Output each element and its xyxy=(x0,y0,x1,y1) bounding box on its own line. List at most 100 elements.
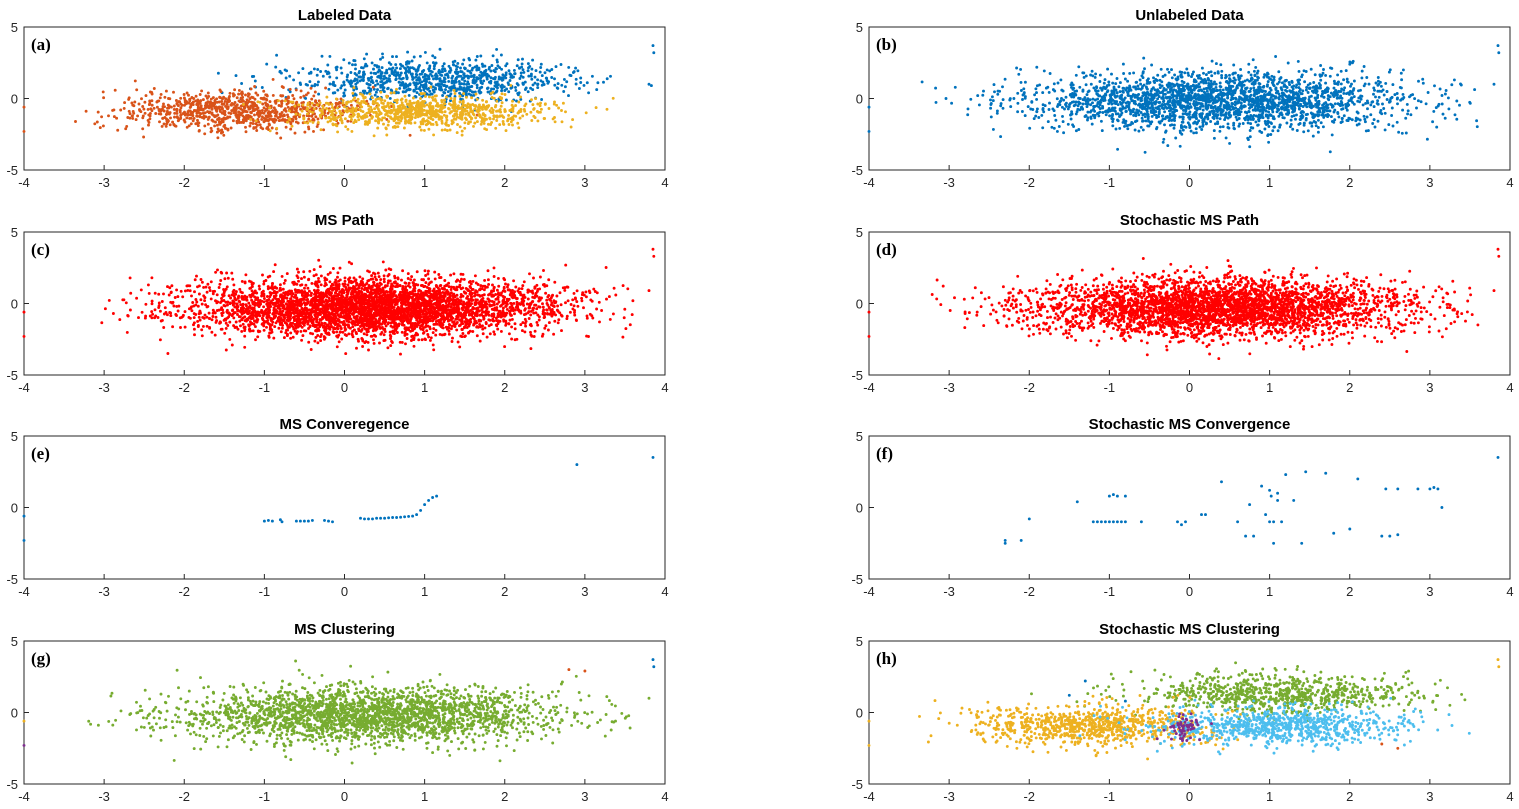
data-point xyxy=(1075,112,1078,115)
data-point xyxy=(1021,98,1024,101)
data-point xyxy=(185,116,188,119)
data-point xyxy=(1282,92,1285,95)
data-point xyxy=(1425,102,1428,105)
data-point xyxy=(340,119,343,122)
data-point xyxy=(176,103,179,106)
data-point xyxy=(253,113,256,116)
data-point xyxy=(540,98,543,101)
data-point xyxy=(1254,66,1257,69)
data-point xyxy=(1099,87,1102,90)
data-point xyxy=(1278,97,1281,100)
data-point xyxy=(260,118,263,121)
data-point xyxy=(1153,80,1156,83)
data-point xyxy=(1265,74,1268,77)
data-point xyxy=(522,76,525,79)
data-point xyxy=(1307,91,1310,94)
data-point xyxy=(454,113,457,116)
data-point xyxy=(1114,110,1117,113)
y-tick-label: -5 xyxy=(851,163,863,178)
data-point xyxy=(368,119,371,122)
data-point xyxy=(440,117,443,120)
data-point xyxy=(411,109,414,112)
data-point xyxy=(534,76,537,79)
data-point xyxy=(1343,114,1346,117)
data-point xyxy=(462,92,465,95)
data-point xyxy=(414,121,417,124)
data-point xyxy=(327,112,330,115)
data-point xyxy=(1250,126,1253,129)
data-point xyxy=(364,120,367,123)
data-point xyxy=(522,68,525,71)
data-point xyxy=(1267,125,1270,128)
data-point xyxy=(1121,98,1124,101)
data-point xyxy=(114,89,117,92)
data-point xyxy=(210,127,213,130)
data-point xyxy=(1159,104,1162,107)
data-point xyxy=(411,60,414,63)
data-point xyxy=(1219,117,1222,120)
data-point xyxy=(418,126,421,129)
data-point xyxy=(509,84,512,87)
data-point xyxy=(1195,94,1198,97)
data-point xyxy=(311,102,314,105)
data-point xyxy=(1334,102,1337,105)
data-point xyxy=(1253,70,1256,73)
data-point xyxy=(220,129,223,132)
data-point xyxy=(1312,135,1315,138)
data-point xyxy=(452,105,455,108)
data-point xyxy=(1271,110,1274,113)
data-point xyxy=(1156,79,1159,82)
data-point xyxy=(446,129,449,132)
data-point xyxy=(1192,114,1195,117)
data-point xyxy=(1289,125,1292,128)
data-point xyxy=(368,92,371,95)
data-point xyxy=(232,119,235,122)
data-point xyxy=(1049,72,1052,75)
data-point xyxy=(1312,91,1315,94)
data-point xyxy=(153,107,156,110)
y-tick-label: 5 xyxy=(11,20,18,35)
data-point xyxy=(377,104,380,107)
data-point xyxy=(131,114,134,117)
data-point xyxy=(468,64,471,67)
data-point xyxy=(522,71,525,74)
data-point xyxy=(1110,103,1113,106)
data-point xyxy=(1016,92,1019,95)
data-point xyxy=(1195,127,1198,130)
data-point xyxy=(1267,141,1270,144)
data-point xyxy=(192,101,195,104)
data-point xyxy=(1169,88,1172,91)
data-point xyxy=(374,119,377,122)
data-point xyxy=(463,127,466,130)
x-tick-label: 0 xyxy=(1186,175,1193,190)
data-point xyxy=(1062,120,1065,123)
x-tick-label: -2 xyxy=(178,175,190,190)
data-point xyxy=(1116,148,1119,151)
data-point xyxy=(934,87,937,90)
data-point xyxy=(381,66,384,69)
data-point xyxy=(278,104,281,107)
data-point xyxy=(316,83,319,86)
data-point xyxy=(1143,107,1146,110)
data-point xyxy=(410,117,413,120)
data-point xyxy=(1111,106,1114,109)
data-point xyxy=(511,116,514,119)
data-point xyxy=(1015,67,1018,70)
data-point xyxy=(434,98,437,101)
data-point xyxy=(330,114,333,117)
chart-b: Unlabeled Data-4 -3 -2 -1 0 1 2 3 4-505(b) xyxy=(851,7,1513,190)
data-point xyxy=(227,97,230,100)
data-point xyxy=(1201,125,1204,128)
data-point xyxy=(1401,109,1404,112)
data-point xyxy=(207,92,210,95)
data-point xyxy=(1369,113,1372,116)
data-point xyxy=(328,76,331,79)
data-point xyxy=(501,92,504,95)
data-point xyxy=(488,81,491,84)
data-point xyxy=(199,99,202,102)
data-point xyxy=(431,54,434,57)
data-point xyxy=(1270,107,1273,110)
data-point xyxy=(200,104,203,107)
data-point xyxy=(249,118,252,121)
data-point xyxy=(490,64,493,67)
